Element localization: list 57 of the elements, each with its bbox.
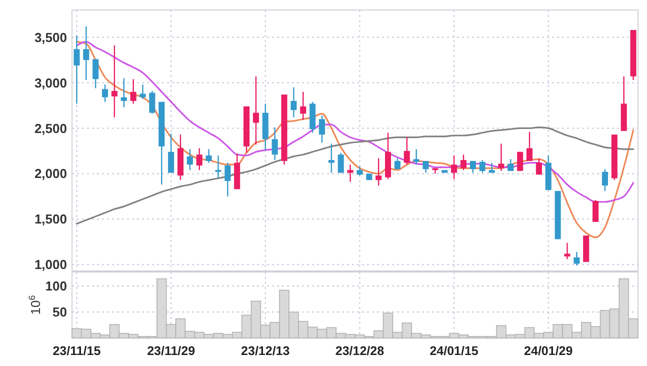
candlestick [130,78,136,104]
candlestick [149,90,156,114]
candlestick [92,58,99,89]
y-tick-label: 100 [45,278,67,294]
candlestick [272,126,278,161]
candlestick [517,151,524,172]
candlestick [328,143,334,174]
y-tick-label: 3,500 [34,30,67,45]
y-tick-label: 50 [52,304,67,320]
candlestick [526,131,533,162]
y-tick-label: 2,000 [34,166,67,182]
x-tick-label: 24/01/15 [430,344,478,358]
candlestick [479,159,486,174]
candlestick [460,154,466,171]
x-tick-label: 24/01/29 [524,344,573,358]
line-series [76,41,634,238]
candlestick [347,164,354,182]
line-series [76,41,634,203]
candlestick [140,84,146,100]
y-tick-label: 2,500 [34,120,67,136]
candlestick [602,168,608,192]
candlestick [564,242,570,260]
x-tick-label: 23/11/15 [52,344,101,358]
candlestick [592,199,599,222]
candlestick [451,154,458,180]
candlestick [376,158,382,186]
candlestick [224,162,231,198]
line-series [76,126,634,225]
candlestick [300,91,306,121]
candlestick [488,162,495,174]
candlestick [338,152,344,174]
candlestick [206,148,212,164]
y-tick-label: 1,500 [34,212,67,227]
y-tick-label: 1,000 [34,257,67,272]
candlestick [196,148,202,171]
candlestick [404,136,410,166]
candlestick [74,34,80,104]
candlestick [508,158,514,172]
candlestick [102,84,108,102]
candlestick [252,76,259,146]
candlestick [111,44,118,118]
candlestick [356,166,363,176]
candlestick [498,143,504,172]
x-tick-label: 23/12/13 [241,344,290,358]
candlestick [413,148,420,166]
candlestick [290,86,297,118]
x-tick-label: 23/12/28 [335,344,384,358]
candlestick [574,251,580,266]
candlestick [168,133,174,174]
candlestick [215,154,222,179]
candlestick [120,78,127,108]
candlestick [536,158,542,176]
candlestick [83,26,90,81]
candlestick [318,114,325,144]
y-tick-label: 3,000 [34,75,67,90]
candlestick [186,148,193,171]
x-tick-label: 23/11/29 [147,344,196,358]
